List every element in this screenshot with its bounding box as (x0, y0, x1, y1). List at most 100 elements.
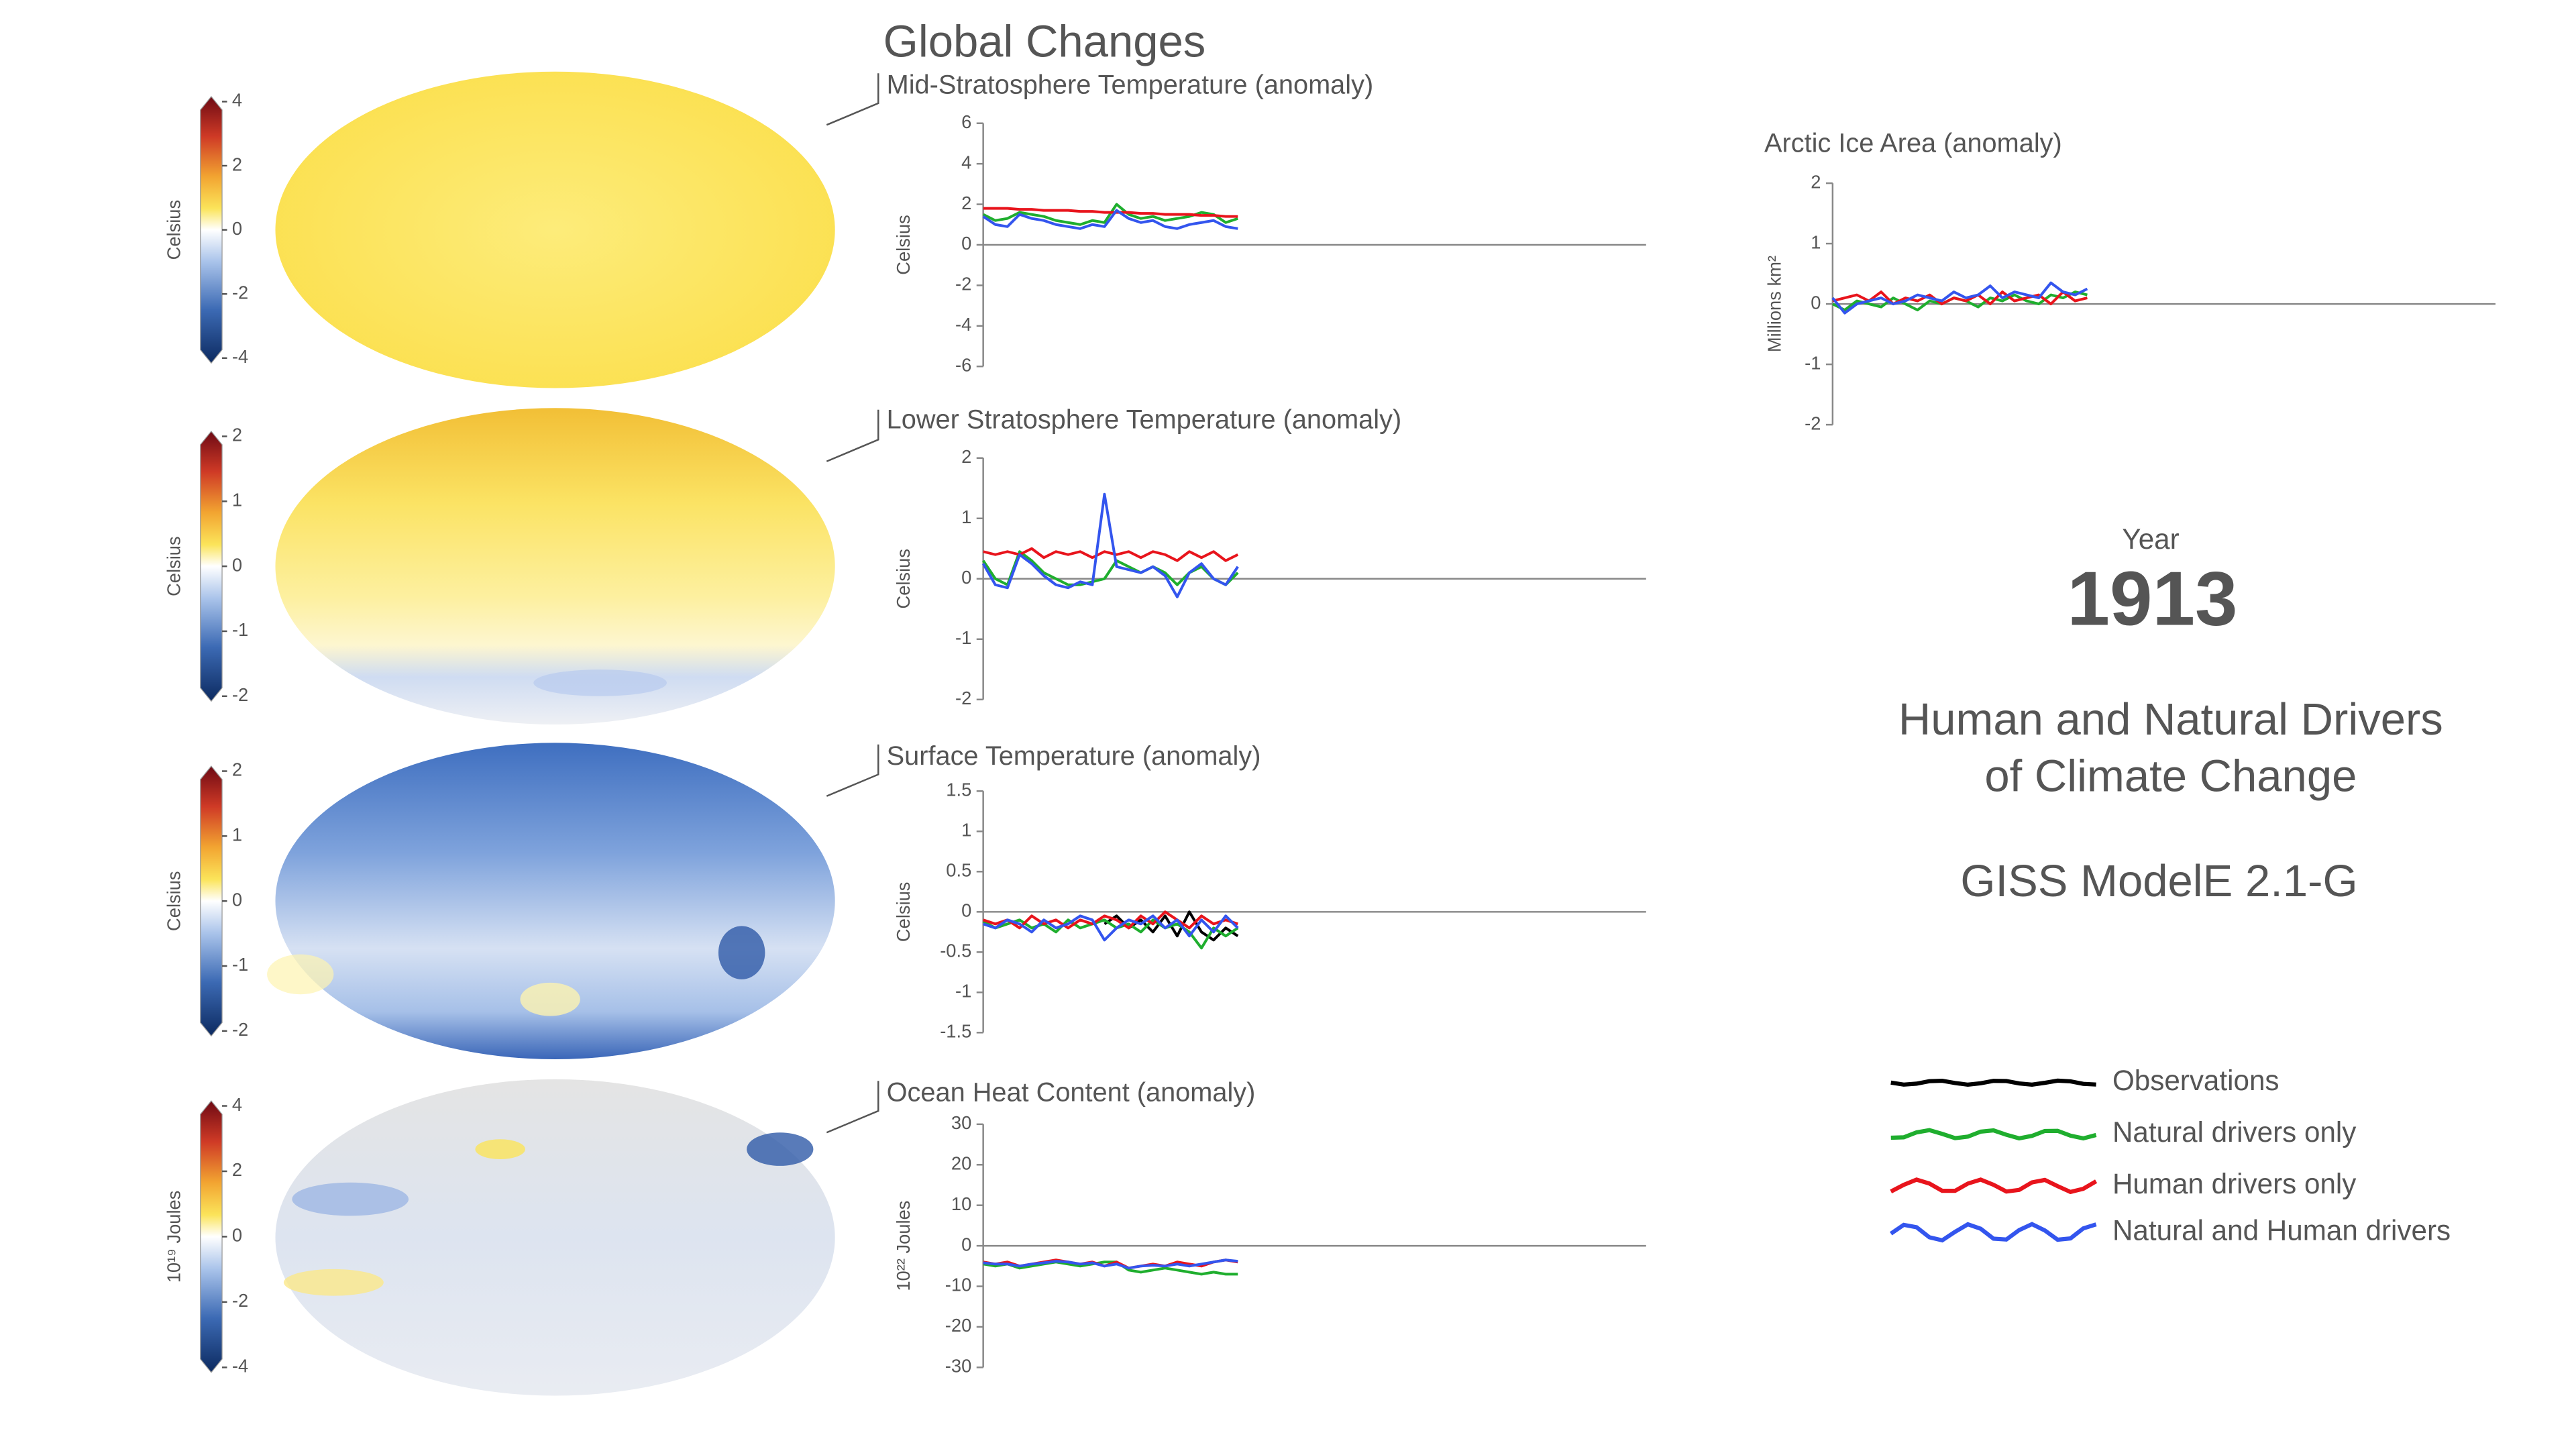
y-tick-label: -2 (955, 688, 971, 708)
colorbar-tick-label: 0 (232, 554, 242, 575)
map-patch (267, 954, 334, 995)
legend-swatch (1890, 1222, 2097, 1243)
y-tick-label: 6 (961, 111, 971, 132)
y-tick-label: -30 (945, 1356, 971, 1377)
map (275, 408, 835, 724)
y-tick-label: -0.5 (940, 941, 971, 961)
y-tick-label: 1 (961, 820, 971, 841)
y-tick-label: 0 (961, 567, 971, 588)
map-patch (520, 982, 580, 1016)
colorbar-tick-label: 2 (232, 759, 242, 780)
map-patch (747, 1132, 814, 1166)
colorbar-tick-label: -2 (232, 1019, 248, 1040)
series-line (983, 207, 1238, 218)
colorbar (200, 431, 223, 702)
colorbar-tick-label: 0 (232, 218, 242, 239)
colorbar-tick-label: -2 (232, 282, 248, 303)
headline: Human and Natural Drivers (1898, 694, 2443, 745)
page-title: Global Changes (883, 17, 1206, 67)
year: 1913 (2068, 556, 2238, 641)
y-axis-label: Celsius (893, 882, 914, 943)
y-tick-label: -1 (1805, 352, 1821, 373)
y-axis-label: Millions km² (1764, 256, 1785, 352)
series-line (1831, 281, 2088, 315)
connector (826, 73, 879, 126)
y-tick-label: 0.5 (946, 860, 971, 881)
series-line (983, 910, 1238, 930)
chart-title: Lower Stratosphere Temperature (anomaly) (887, 405, 1402, 435)
y-tick-label: 4 (961, 152, 971, 172)
series-line (982, 209, 1238, 230)
series-line (983, 1260, 1238, 1276)
colorbar-tick-label: 0 (232, 1225, 242, 1246)
y-tick-label: 2 (961, 193, 971, 213)
map-patch (718, 926, 765, 979)
map (275, 1079, 835, 1396)
colorbar-tick-label: 0 (232, 889, 242, 910)
colorbar-label: 10¹⁹ Joules (164, 1191, 184, 1283)
series-line (983, 914, 1239, 942)
series-line (981, 492, 1239, 598)
y-tick-label: -1 (955, 981, 971, 1002)
map (275, 743, 835, 1060)
map (275, 71, 835, 388)
colorbar-label: Celsius (164, 200, 184, 260)
y-tick-label: 0 (961, 233, 971, 254)
legend-swatch (1890, 1078, 2096, 1087)
colorbar-tick-label: 1 (232, 490, 242, 511)
headline: of Climate Change (1984, 751, 2357, 802)
chart-title: Mid-Stratosphere Temperature (anomaly) (887, 70, 1374, 100)
y-tick-label: 30 (951, 1112, 971, 1133)
y-tick-label: -2 (955, 274, 971, 294)
colorbar-tick-label: 4 (232, 90, 242, 111)
model-name: GISS ModelE 2.1-G (1960, 856, 2357, 906)
colorbar-tick-label: -2 (232, 1290, 248, 1311)
y-axis-label: 10²² Joules (893, 1201, 914, 1291)
chart-title: Arctic Ice Area (anomaly) (1764, 129, 2062, 158)
legend-label: Natural and Human drivers (2112, 1214, 2451, 1246)
series-line (1832, 290, 2088, 306)
series-line (982, 918, 1239, 950)
connector (826, 409, 879, 462)
chart-title: Ocean Heat Content (anomaly) (887, 1078, 1256, 1108)
y-tick-label: 10 (951, 1193, 971, 1214)
colorbar-label: Celsius (164, 536, 184, 596)
colorbar-tick-label: 2 (232, 425, 242, 445)
colorbar-tick-label: -1 (232, 954, 248, 975)
legend-swatch (1890, 1128, 2097, 1141)
legend-swatch (1890, 1177, 2098, 1195)
map-patch (292, 1182, 409, 1216)
colorbar (200, 765, 223, 1037)
y-tick-label: 0 (961, 900, 971, 921)
maps (267, 71, 835, 1396)
y-tick-label: -1 (955, 627, 971, 648)
y-tick-label: -20 (945, 1315, 971, 1336)
legend-label: Natural drivers only (2112, 1116, 2357, 1148)
y-tick-label: 0 (961, 1234, 971, 1254)
y-tick-label: -10 (945, 1275, 971, 1295)
connector (826, 744, 879, 797)
y-axis-label: Celsius (893, 549, 914, 609)
connector (826, 1081, 879, 1134)
year-label: Year (2122, 523, 2179, 555)
y-tick-label: -6 (955, 354, 971, 375)
colorbar-tick-label: 2 (232, 1159, 242, 1180)
y-axis-label: Celsius (893, 215, 914, 275)
colorbar-tick-label: 2 (232, 154, 242, 174)
y-tick-label: 1 (961, 506, 971, 527)
chart-title: Surface Temperature (anomaly) (887, 741, 1261, 771)
map-patch (475, 1139, 525, 1159)
connectors (826, 73, 879, 1134)
y-tick-label: -4 (955, 314, 971, 335)
colorbar (200, 96, 223, 364)
y-tick-label: 1 (1811, 231, 1821, 252)
colorbar (200, 1100, 223, 1373)
y-tick-label: -1.5 (940, 1021, 971, 1042)
series-line (983, 547, 1239, 562)
legend-label: Observations (2112, 1065, 2279, 1096)
series-line (983, 1258, 1238, 1270)
colorbar-tick-label: 1 (232, 824, 242, 845)
colorbar-tick-label: -4 (232, 346, 248, 367)
y-tick-label: 2 (1811, 171, 1821, 192)
